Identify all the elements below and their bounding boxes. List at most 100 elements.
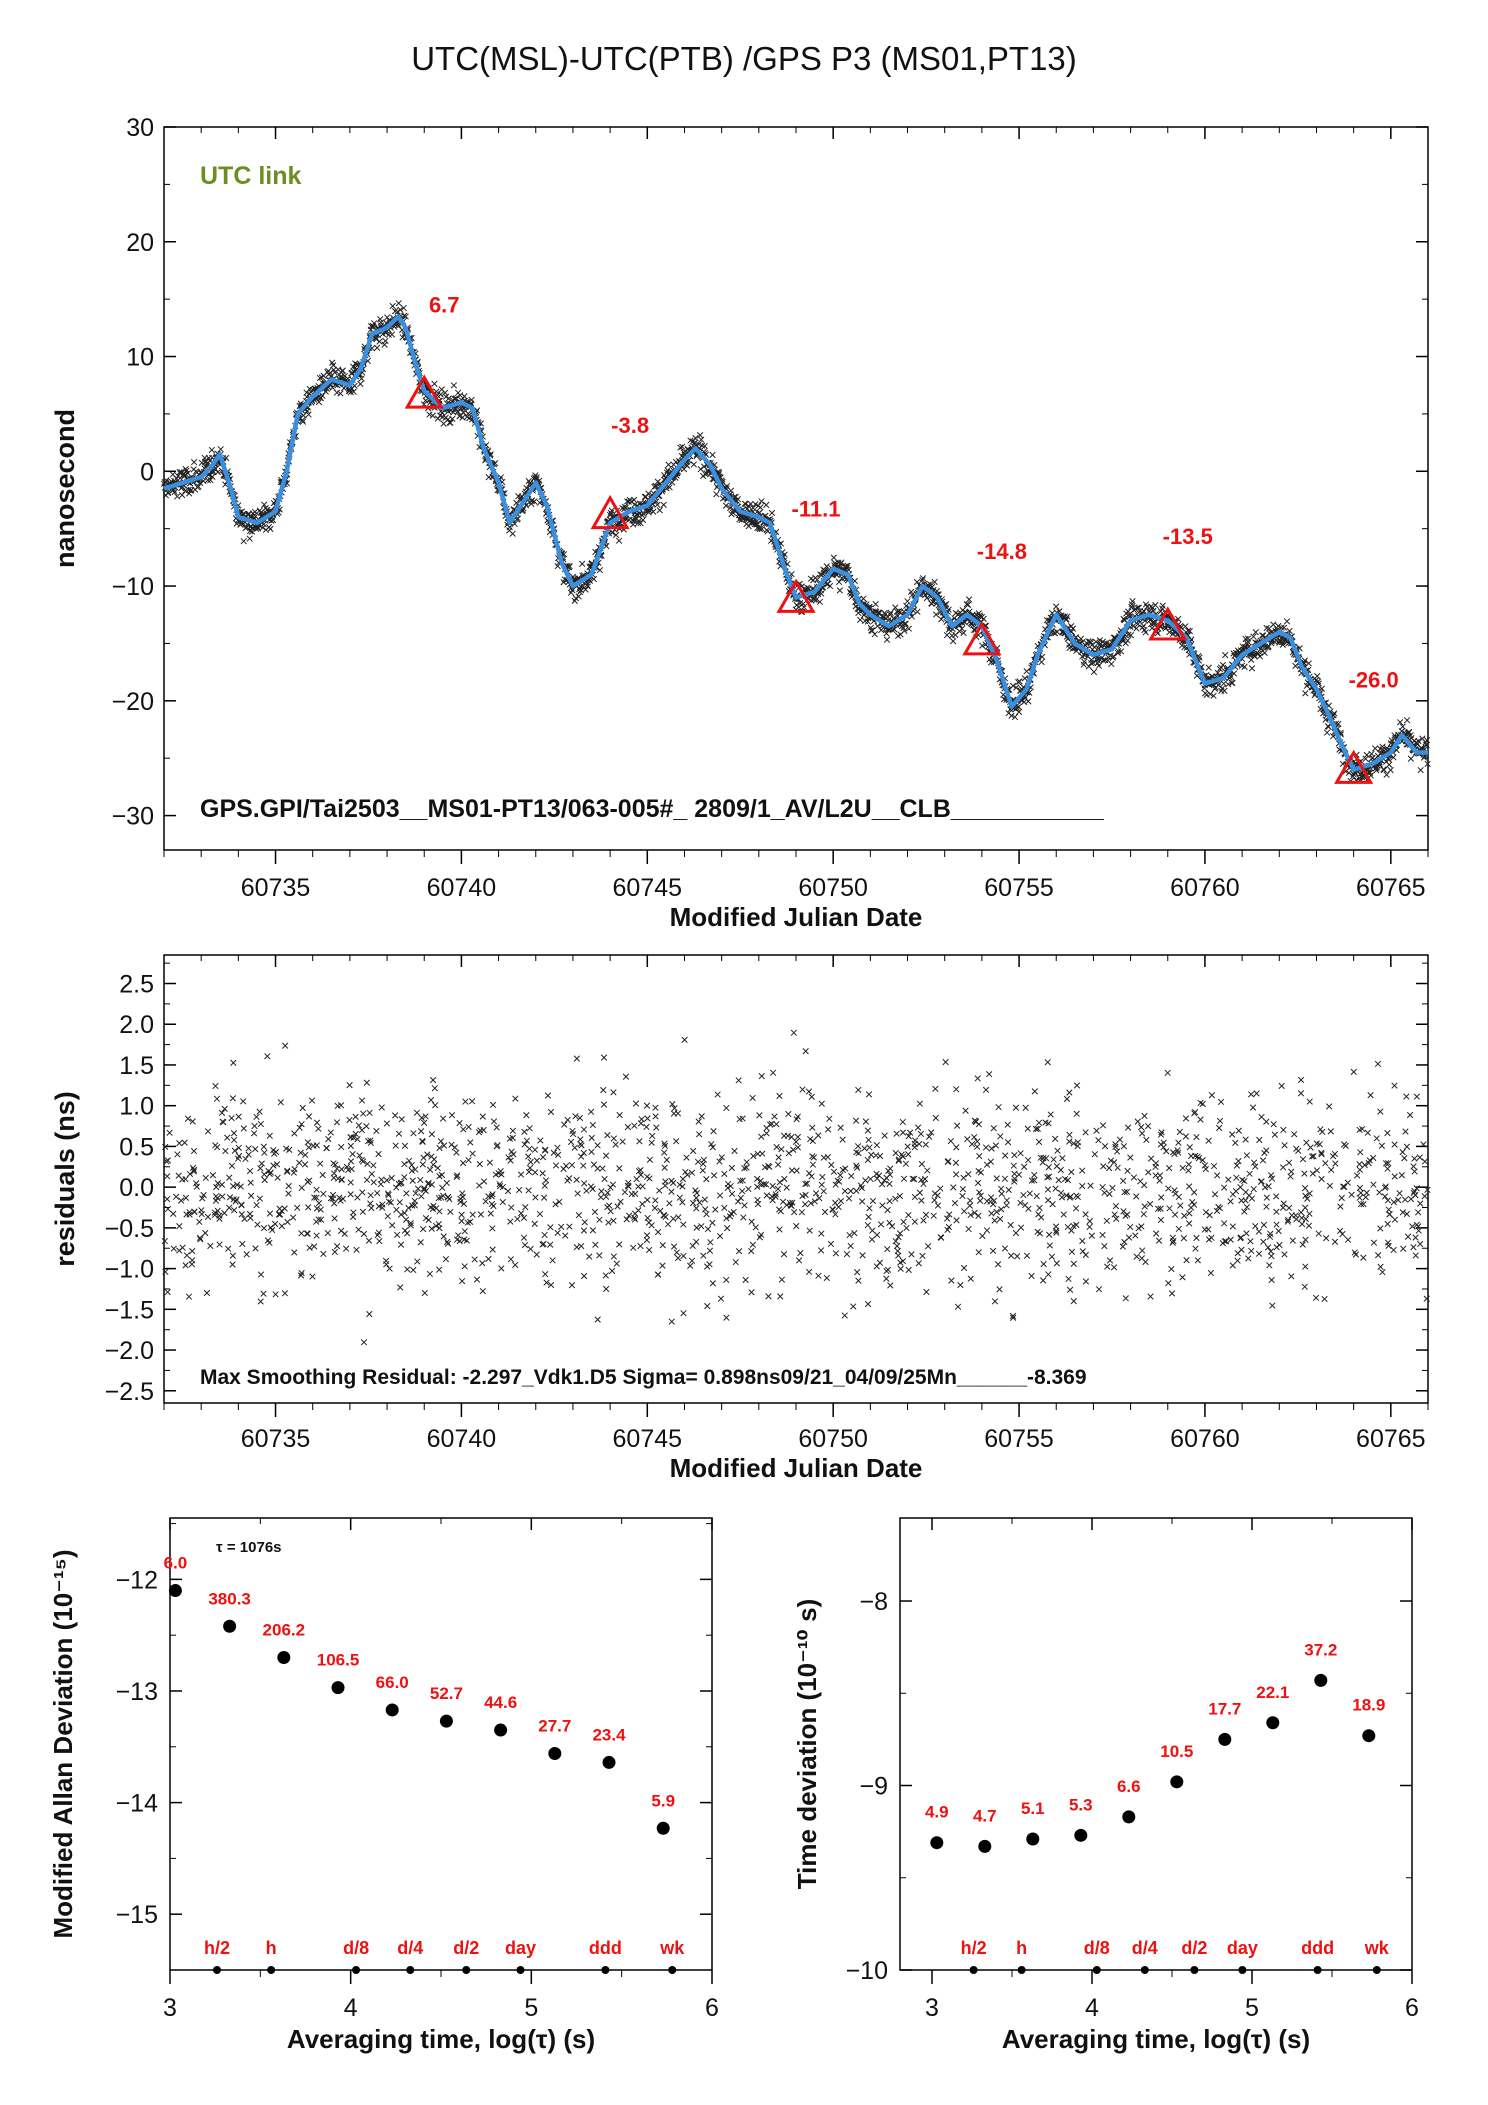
res-point — [1186, 1183, 1193, 1190]
res-point — [170, 1245, 177, 1252]
res-point — [297, 1149, 304, 1156]
res-point — [580, 1149, 587, 1157]
res-point — [552, 1162, 560, 1169]
ts-measurement-point — [654, 501, 661, 508]
res-point — [1052, 1223, 1060, 1230]
res-point — [439, 1184, 446, 1191]
res-point — [1241, 1177, 1248, 1185]
ts-measurement-point — [1052, 603, 1060, 610]
res-point — [1053, 1260, 1061, 1267]
res-point — [1186, 1144, 1193, 1151]
res-point — [414, 1258, 421, 1265]
mdev-period-label: wk — [659, 1938, 685, 1958]
res-point — [460, 1200, 468, 1208]
res-point — [1052, 1185, 1059, 1192]
res-point — [918, 1176, 925, 1184]
res-y-tick-label: 2.0 — [119, 1011, 154, 1039]
res-y-tick-label: 0.5 — [119, 1133, 154, 1161]
res-point — [982, 1144, 990, 1151]
res-point — [1139, 1247, 1146, 1254]
res-y-tick-label: 2.5 — [119, 971, 154, 999]
res-point — [432, 1222, 440, 1230]
res-point — [1127, 1223, 1134, 1231]
res-point — [264, 1053, 271, 1060]
ts-measurement-point — [1205, 664, 1212, 671]
res-point — [886, 1219, 893, 1226]
res-point — [1171, 1150, 1178, 1158]
res-point — [1398, 1172, 1405, 1179]
ts-measurement-point — [1252, 629, 1259, 636]
res-point — [654, 1228, 662, 1236]
res-point — [571, 1144, 578, 1151]
res-point — [682, 1168, 689, 1176]
res-point — [418, 1114, 425, 1121]
res-point — [680, 1310, 687, 1317]
res-point — [542, 1146, 549, 1153]
res-point — [820, 1188, 827, 1195]
res-point — [1186, 1210, 1193, 1217]
res-point — [1384, 1197, 1392, 1204]
res-point — [389, 1222, 396, 1229]
res-point — [1157, 1216, 1165, 1224]
res-point — [527, 1245, 534, 1253]
res-point — [218, 1181, 226, 1188]
res-point — [252, 1145, 259, 1153]
res-point — [575, 1212, 583, 1219]
ts-measurement-point — [697, 465, 704, 473]
res-point — [578, 1142, 585, 1149]
res-point — [946, 1211, 953, 1218]
res-point — [846, 1231, 853, 1239]
res-y-axis-title: residuals (ns) — [50, 1091, 80, 1267]
res-point — [1175, 1149, 1182, 1156]
res-point — [610, 1135, 618, 1142]
ts-measurement-point — [826, 582, 834, 590]
res-point — [448, 1111, 456, 1119]
res-point — [462, 1098, 469, 1105]
res-point — [701, 1196, 708, 1203]
res-point — [1044, 1059, 1051, 1066]
res-point — [1411, 1168, 1418, 1175]
ts-measurement-point — [382, 337, 389, 345]
res-point — [1165, 1279, 1172, 1287]
res-point — [258, 1160, 265, 1167]
res-point — [383, 1261, 390, 1268]
res-point — [1287, 1173, 1294, 1180]
res-point — [1012, 1229, 1020, 1237]
res-point — [576, 1114, 584, 1122]
res-point — [632, 1100, 640, 1107]
ts-measurement-point — [615, 537, 623, 544]
res-point — [1256, 1136, 1263, 1144]
ts-measurement-point — [1134, 621, 1142, 628]
res-point — [1390, 1199, 1398, 1206]
res-point — [1123, 1188, 1131, 1196]
res-point — [479, 1260, 486, 1267]
ts-measurement-point — [811, 593, 818, 600]
res-point — [604, 1189, 611, 1196]
res-point — [401, 1209, 408, 1217]
res-points — [161, 1029, 1431, 1346]
res-point — [405, 1157, 413, 1164]
res-point — [1055, 1176, 1062, 1184]
res-point — [1260, 1238, 1267, 1245]
res-point — [1113, 1148, 1121, 1155]
res-point — [656, 1187, 663, 1194]
ts-measurement-point — [1359, 774, 1366, 781]
mdev-x-tick-label: 4 — [344, 1994, 358, 2022]
res-point — [465, 1123, 472, 1131]
res-point — [317, 1206, 324, 1213]
mdev-x-tick-label: 3 — [163, 1994, 177, 2022]
res-point — [359, 1189, 366, 1196]
res-point — [1170, 1237, 1177, 1245]
res-point — [644, 1196, 651, 1204]
ts-marker-triangle — [776, 578, 816, 613]
res-point — [758, 1072, 765, 1080]
res-point — [679, 1183, 686, 1190]
res-point — [706, 1247, 714, 1254]
ts-measurement-point — [609, 529, 616, 536]
res-point — [1026, 1190, 1033, 1197]
res-point — [750, 1152, 757, 1160]
tdev-point-label: 6.6 — [1117, 1777, 1141, 1796]
res-point — [859, 1252, 866, 1259]
res-point — [1005, 1186, 1012, 1194]
ts-measurement-point — [764, 528, 771, 535]
